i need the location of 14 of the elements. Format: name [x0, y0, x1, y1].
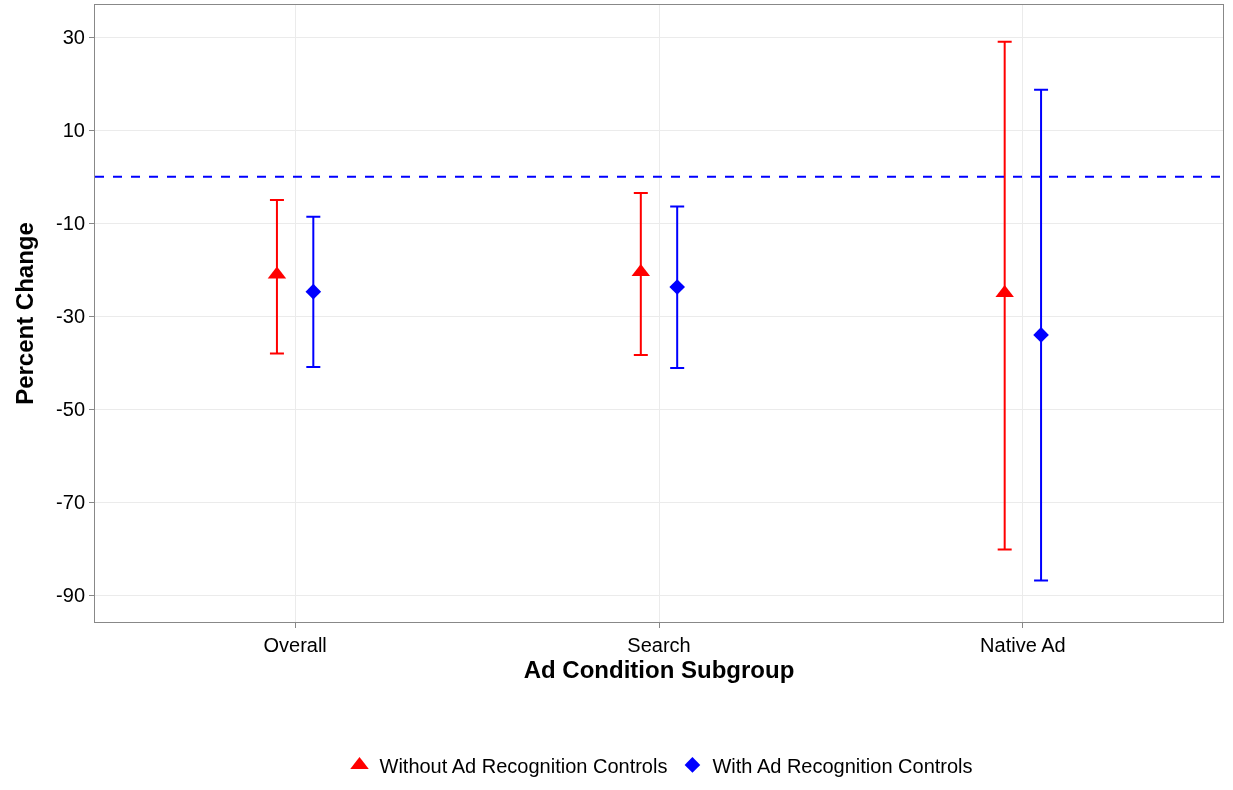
y-tick-label: -70 — [56, 491, 85, 514]
y-tick-label: -30 — [56, 305, 85, 328]
x-axis-title: Ad Condition Subgroup — [523, 656, 795, 683]
legend-label: Without Ad Recognition Controls — [379, 754, 668, 777]
legend-label: With Ad Recognition Controls — [712, 754, 973, 777]
x-tick-label: Search — [627, 634, 691, 656]
y-tick-label: -90 — [56, 584, 85, 607]
y-tick-label: 10 — [62, 119, 85, 142]
x-tick-label: Native Ad — [980, 634, 1066, 656]
y-axis-title: Percent Change — [11, 222, 39, 405]
y-tick-label: -10 — [56, 212, 85, 235]
y-tick-label: 30 — [62, 26, 85, 49]
x-tick-label: Overall — [263, 634, 327, 656]
y-tick-label: -50 — [56, 398, 85, 421]
